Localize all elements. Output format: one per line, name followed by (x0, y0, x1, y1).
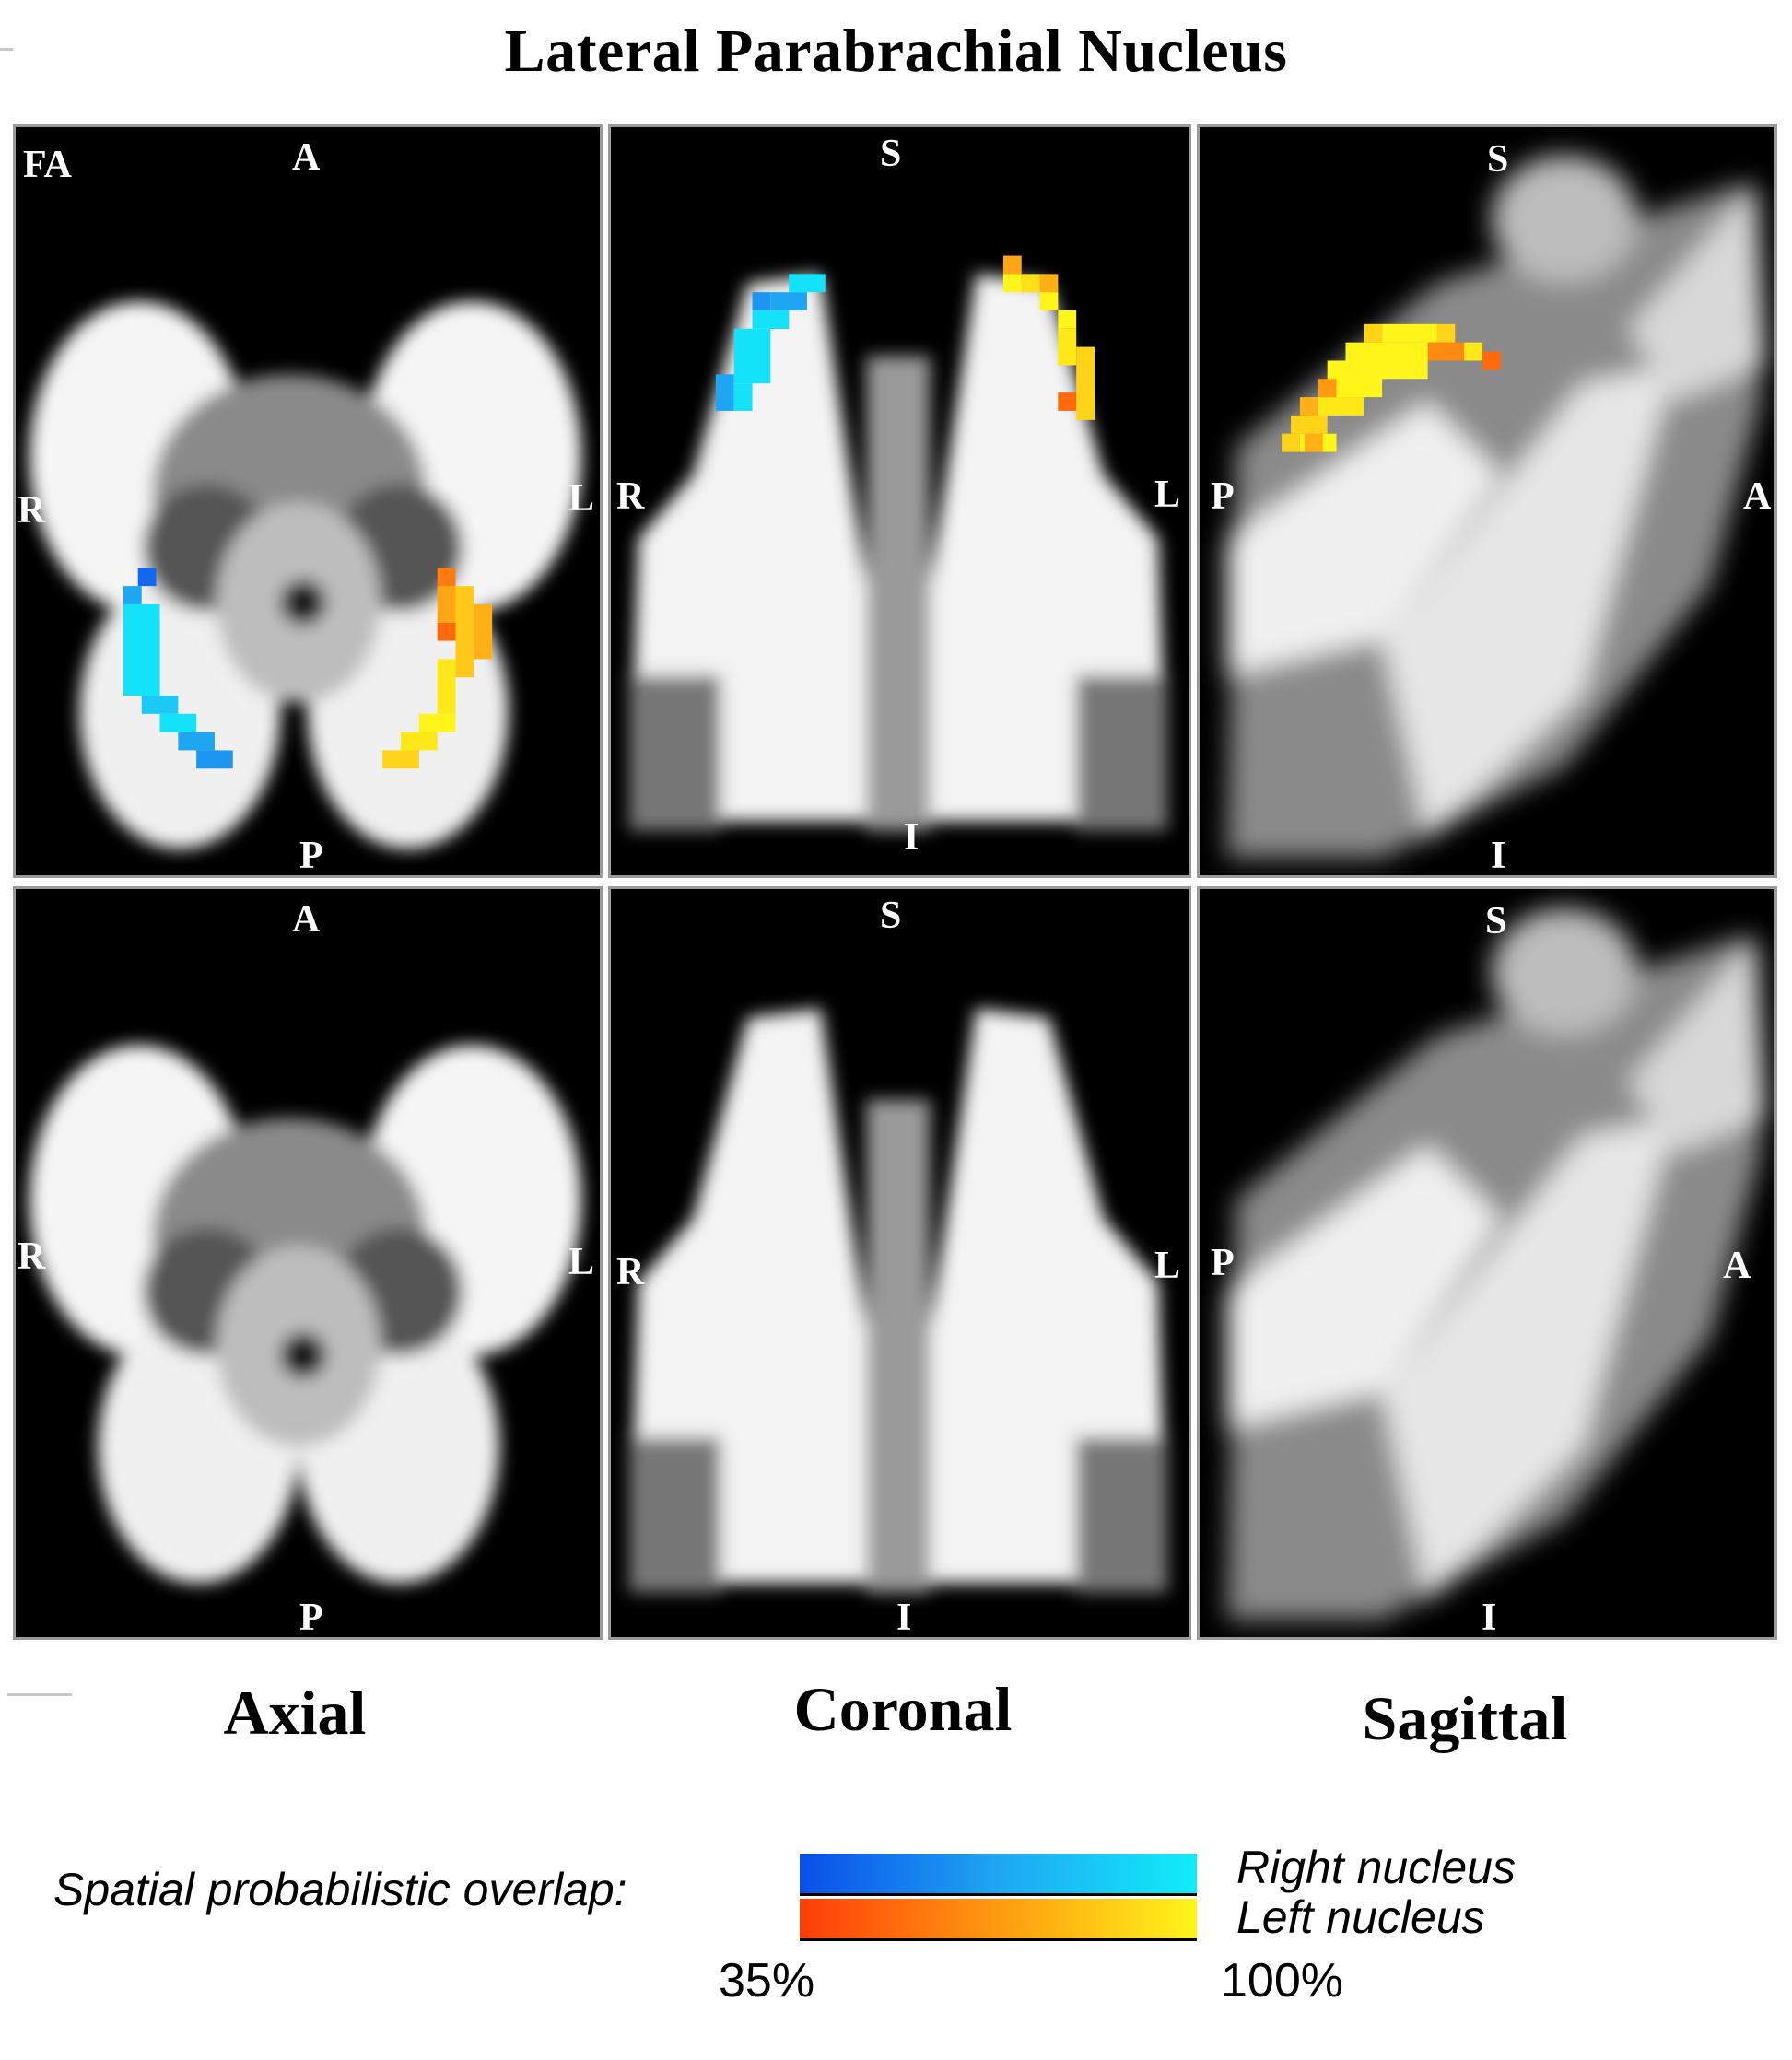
left-label: L (1154, 1245, 1181, 1287)
fa-label: FA (23, 144, 72, 186)
anterior-label: A (1743, 475, 1772, 518)
right-nucleus-colorbar (800, 1854, 1197, 1896)
axial-bottom-panel: A R L P (13, 886, 603, 1640)
inferior-label: I (1491, 835, 1506, 877)
right-nucleus-overlay (123, 568, 233, 769)
sagittal-top-panel: S P A I (1197, 124, 1777, 878)
superior-label: S (1485, 900, 1507, 942)
edge-tick (0, 48, 13, 51)
left-nucleus-label: Left nucleus (1236, 1891, 1485, 1943)
anterior-label: A (292, 136, 321, 179)
axial-view-title: Axial (223, 1678, 367, 1748)
coronal-top-image (628, 255, 1168, 831)
posterior-label: P (299, 835, 323, 877)
superior-label: S (880, 133, 902, 175)
axial-top-image (29, 301, 582, 849)
left-label: L (568, 477, 595, 520)
right-label: R (18, 1235, 46, 1278)
right-nucleus-overlay (715, 274, 826, 411)
edge-tick (7, 1693, 72, 1696)
right-label: R (616, 1251, 645, 1293)
superior-label: S (880, 895, 902, 937)
coronal-bottom-panel: S R L I (608, 886, 1191, 1640)
sagittal-bottom-image (1226, 907, 1766, 1621)
left-nucleus-overlay (1002, 255, 1095, 420)
right-label: R (18, 489, 46, 532)
anterior-label: A (292, 898, 321, 941)
right-nucleus-label: Right nucleus (1236, 1842, 1516, 1893)
axial-bottom-image (29, 1045, 582, 1584)
posterior-label: P (299, 1597, 323, 1639)
axial-top-panel: FA A R L P (13, 124, 603, 878)
sagittal-top-image (1226, 155, 1766, 859)
figure-title: Lateral Parabrachial Nucleus (504, 18, 1288, 85)
superior-label: S (1487, 138, 1509, 181)
max-percent-label: 100% (1221, 1954, 1343, 2007)
min-percent-label: 35% (719, 1954, 815, 2007)
left-label: L (568, 1241, 595, 1283)
left-nucleus-overlay (382, 568, 493, 769)
inferior-label: I (1482, 1597, 1497, 1639)
posterior-label: P (1211, 1242, 1235, 1284)
sagittal-view-title: Sagittal (1362, 1683, 1568, 1753)
anterior-label: A (1723, 1245, 1751, 1287)
posterior-label: P (1211, 475, 1235, 518)
left-label: L (1154, 474, 1181, 516)
left-nucleus-overlay (1282, 323, 1501, 452)
left-nucleus-colorbar (800, 1899, 1197, 1941)
coronal-top-panel: S R L I (608, 124, 1191, 878)
right-label: R (616, 475, 645, 518)
inferior-label: I (904, 816, 919, 859)
inferior-label: I (896, 1597, 912, 1639)
legend-label: Spatial probabilistic overlap: (53, 1864, 627, 1915)
coronal-bottom-image (628, 1008, 1168, 1593)
sagittal-bottom-panel: S P A I (1197, 886, 1777, 1640)
coronal-view-title: Coronal (793, 1674, 1013, 1744)
